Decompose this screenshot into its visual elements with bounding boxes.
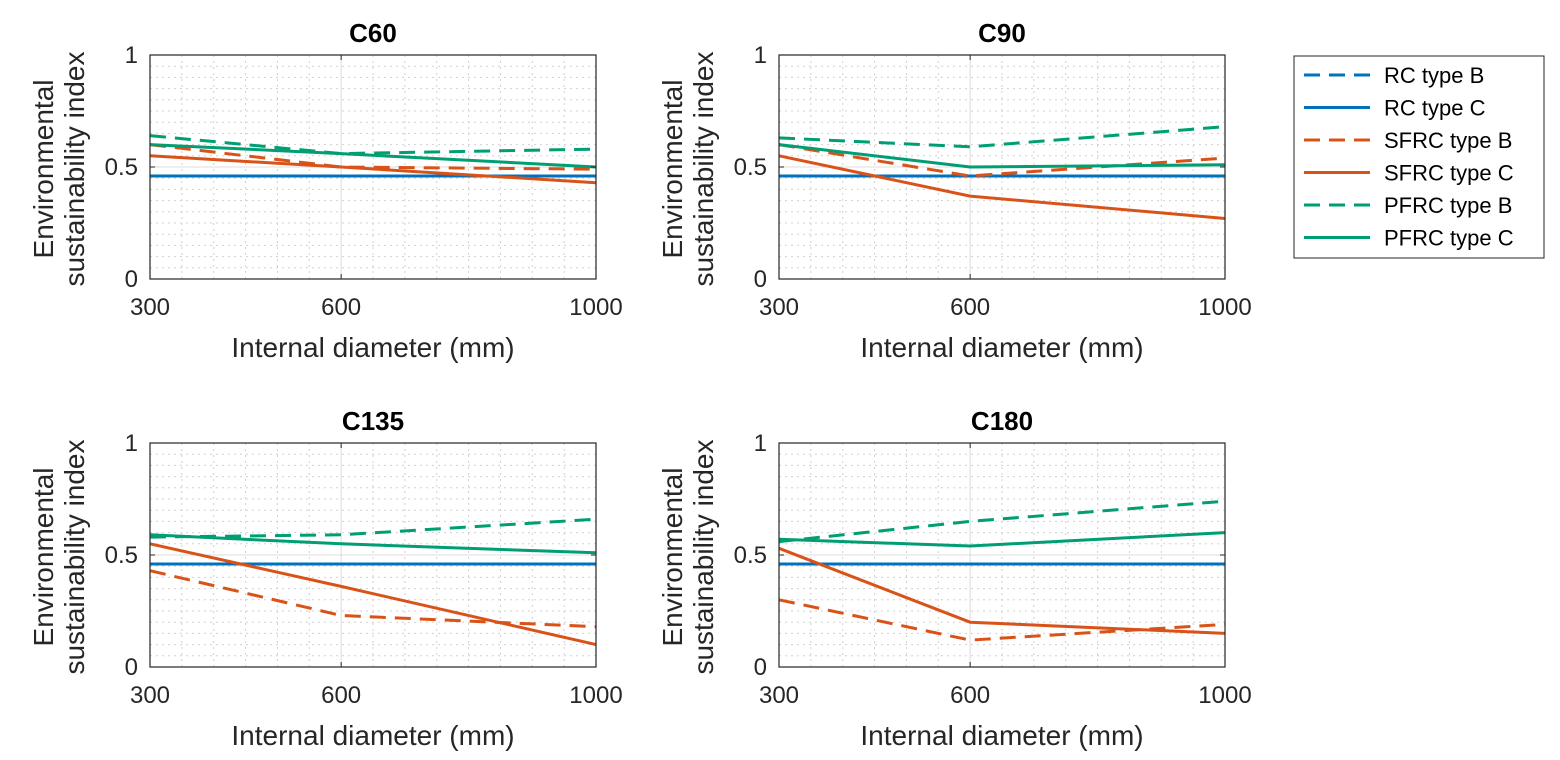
y-axis-label: Environmentalsustainability index [28, 439, 90, 674]
y-tick-label: 0.5 [105, 542, 138, 569]
series-line-sfrc-type-c [149, 542, 597, 647]
series-line-sfrc-type-b [149, 569, 597, 629]
x-tick-label: 600 [950, 294, 990, 321]
legend-item-rc-type-b: RC type B [1304, 63, 1484, 88]
x-tick-label: 300 [130, 682, 170, 709]
legend-label: SFRC type B [1384, 128, 1512, 153]
y-tick-label: 0 [754, 654, 767, 681]
x-tick-label: 300 [759, 682, 799, 709]
grid [150, 443, 596, 667]
y-axis-label-line: Environmental [28, 468, 59, 647]
y-tick-label: 0.5 [105, 154, 138, 181]
panel-c135: 300 600 1000 0 0.5 1 C135 Internal diameter (mm… [28, 406, 623, 751]
y-axis-label: Environmentalsustainability index [657, 51, 719, 286]
y-axis-label-line: sustainability index [688, 51, 719, 286]
legend-item-rc-type-c: RC type C [1304, 96, 1486, 121]
x-axis-label: Internal diameter (mm) [231, 720, 514, 751]
x-tick-label: 600 [950, 682, 990, 709]
series-line-pfrc-type-b [778, 125, 1226, 149]
x-axis-label: Internal diameter (mm) [860, 332, 1143, 363]
grid [779, 55, 1225, 279]
y-tick-label: 1 [125, 430, 138, 457]
y-tick-label: 0.5 [734, 154, 767, 181]
y-axis-label-line: sustainability index [59, 51, 90, 286]
y-axis-label-line: Environmental [28, 80, 59, 259]
x-tick-label: 1000 [1198, 682, 1251, 709]
legend-label: PFRC type C [1384, 226, 1514, 251]
grid [779, 443, 1225, 667]
series-line-sfrc-type-c [778, 546, 1226, 635]
panel-title: C135 [342, 406, 404, 436]
legend: RC type B RC type C SFRC type B SFRC type C… [1293, 55, 1545, 259]
y-axis-label-line: sustainability index [688, 439, 719, 674]
series-line-pfrc-type-c [149, 143, 597, 169]
legend-label: SFRC type C [1384, 161, 1514, 186]
series-line-sfrc-type-b [778, 143, 1226, 178]
y-tick-label: 0 [125, 266, 138, 293]
series-group [149, 134, 597, 185]
grid [150, 55, 596, 279]
y-tick-label: 1 [754, 430, 767, 457]
series-group [778, 125, 1226, 220]
legend-item-sfrc-type-c: SFRC type C [1304, 161, 1514, 186]
y-tick-label: 0 [125, 654, 138, 681]
x-tick-label: 300 [130, 294, 170, 321]
panel-c180: 300 600 1000 0 0.5 1 C180 Internal diameter (mm… [657, 406, 1252, 751]
y-tick-label: 0.5 [734, 542, 767, 569]
series-line-sfrc-type-c [149, 154, 597, 185]
x-tick-label: 1000 [569, 682, 622, 709]
series-line-pfrc-type-b [149, 134, 597, 156]
panel-title: C180 [971, 406, 1033, 436]
x-axis-label: Internal diameter (mm) [860, 720, 1143, 751]
x-tick-label: 1000 [1198, 294, 1251, 321]
x-axis-label: Internal diameter (mm) [231, 332, 514, 363]
panel-c60: 300 600 1000 0 0.5 1 C60 Internal diameter (mm)… [28, 18, 623, 363]
panel-title: C60 [349, 18, 397, 48]
legend-item-pfrc-type-c: PFRC type C [1304, 226, 1514, 251]
y-axis-label-line: sustainability index [59, 439, 90, 674]
panel-c90: 300 600 1000 0 0.5 1 C90 Internal diameter (mm)… [657, 18, 1252, 363]
y-tick-label: 1 [754, 42, 767, 69]
y-axis-label-line: Environmental [657, 80, 688, 259]
y-axis-label: Environmentalsustainability index [657, 439, 719, 674]
x-tick-label: 600 [321, 294, 361, 321]
x-tick-label: 1000 [569, 294, 622, 321]
y-axis-label-line: Environmental [657, 468, 688, 647]
series-line-sfrc-type-c [778, 154, 1226, 220]
x-tick-label: 600 [321, 682, 361, 709]
y-tick-label: 1 [125, 42, 138, 69]
panel-title: C90 [978, 18, 1026, 48]
series-group [149, 517, 597, 647]
series-line-pfrc-type-c [149, 533, 597, 555]
series-line-pfrc-type-b [778, 499, 1226, 544]
legend-item-pfrc-type-b: PFRC type B [1304, 193, 1512, 218]
y-tick-label: 0 [754, 266, 767, 293]
legend-box [1293, 55, 1545, 259]
y-axis-label: Environmentalsustainability index [28, 51, 90, 286]
series-line-pfrc-type-c [778, 531, 1226, 548]
x-tick-label: 300 [759, 294, 799, 321]
legend-label: RC type C [1384, 96, 1486, 121]
series-line-sfrc-type-b [149, 143, 597, 171]
series-group [778, 499, 1226, 642]
legend-label: RC type B [1384, 63, 1484, 88]
series-line-pfrc-type-c [778, 143, 1226, 169]
legend-item-sfrc-type-b: SFRC type B [1304, 128, 1512, 153]
legend-label: PFRC type B [1384, 193, 1512, 218]
